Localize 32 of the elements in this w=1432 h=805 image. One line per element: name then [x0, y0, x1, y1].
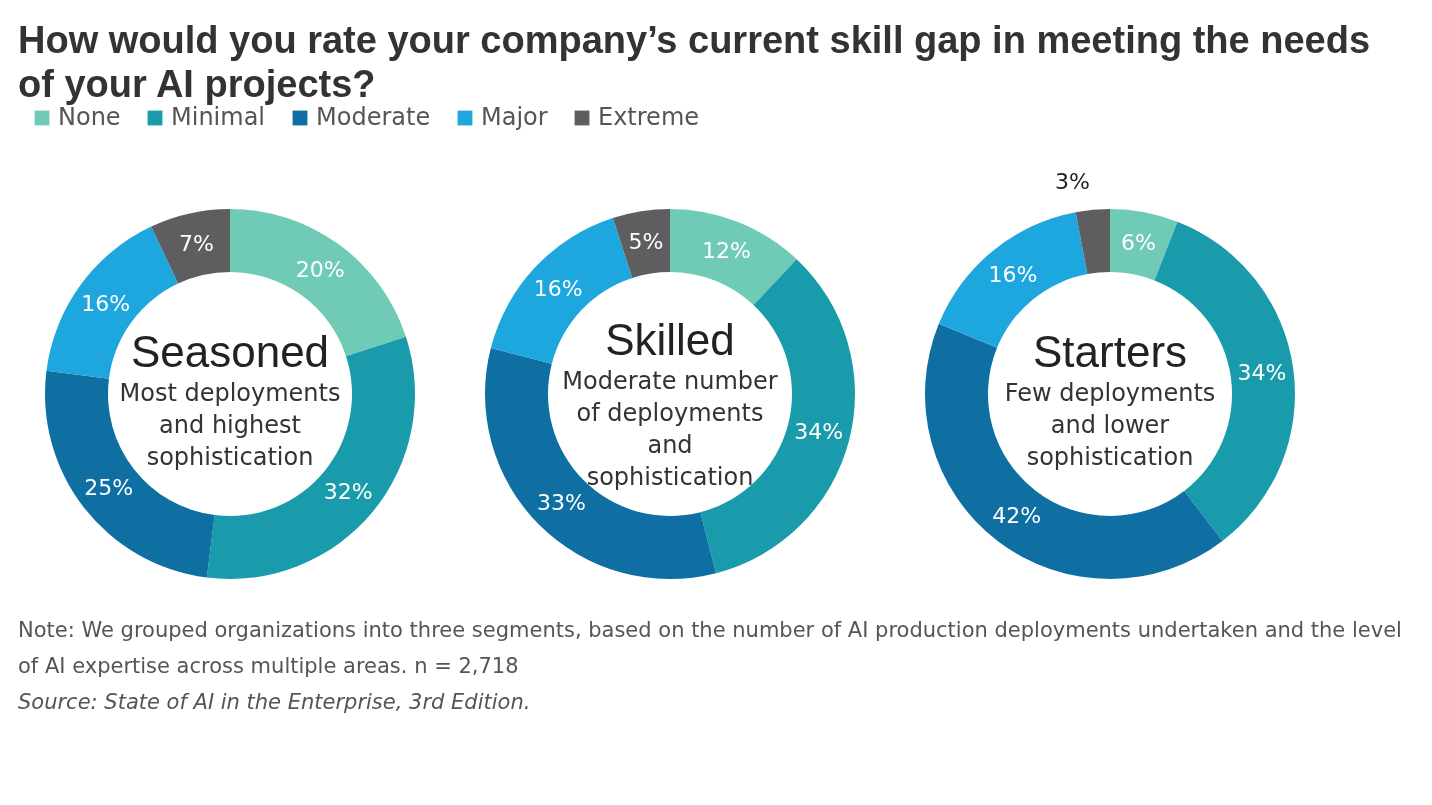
legend-label: Moderate [316, 103, 431, 131]
donut-slice [151, 209, 230, 284]
data-label: 16% [81, 290, 131, 316]
data-label: 6% [1121, 230, 1156, 256]
data-label: 7% [179, 231, 214, 257]
data-label: 33% [537, 489, 586, 515]
data-label: 34% [1237, 359, 1287, 385]
data-label: 3% [1054, 168, 1090, 194]
data-label: 16% [533, 275, 583, 301]
text: Note: We grouped organizations into three segments, based on the number of AI production deployments undertaken and the level of AI expertise across multiple areas. n = 2,718 [18, 617, 1402, 680]
donut-slice [1075, 209, 1110, 275]
text: Moderate number of deployments and sophistication [562, 367, 778, 491]
donut-slice [612, 209, 670, 278]
donut-slice [1110, 209, 1178, 281]
data-label: 12% [702, 238, 751, 264]
data-label: 32% [323, 478, 373, 504]
text: Starters [1032, 327, 1188, 376]
donut-slice [670, 209, 797, 306]
legend-label: Extreme [598, 103, 700, 131]
data-label: 5% [628, 229, 664, 255]
data-label: 20% [295, 256, 345, 282]
text: Few deployments and lower sophistication [1004, 379, 1216, 471]
data-label: 16% [988, 262, 1038, 288]
donut-slice [925, 323, 1223, 579]
text: Most deployments and highest sophistication [119, 379, 341, 471]
data-label: 34% [794, 419, 844, 445]
source-note: Source: State of AI in the Enterprise, 3rd Edition. [18, 689, 532, 716]
legend-label: Major [481, 103, 548, 131]
text: Seasoned [130, 327, 330, 376]
text: Skilled [605, 315, 735, 364]
data-label: 25% [84, 475, 134, 501]
data-label: 42% [992, 502, 1042, 528]
